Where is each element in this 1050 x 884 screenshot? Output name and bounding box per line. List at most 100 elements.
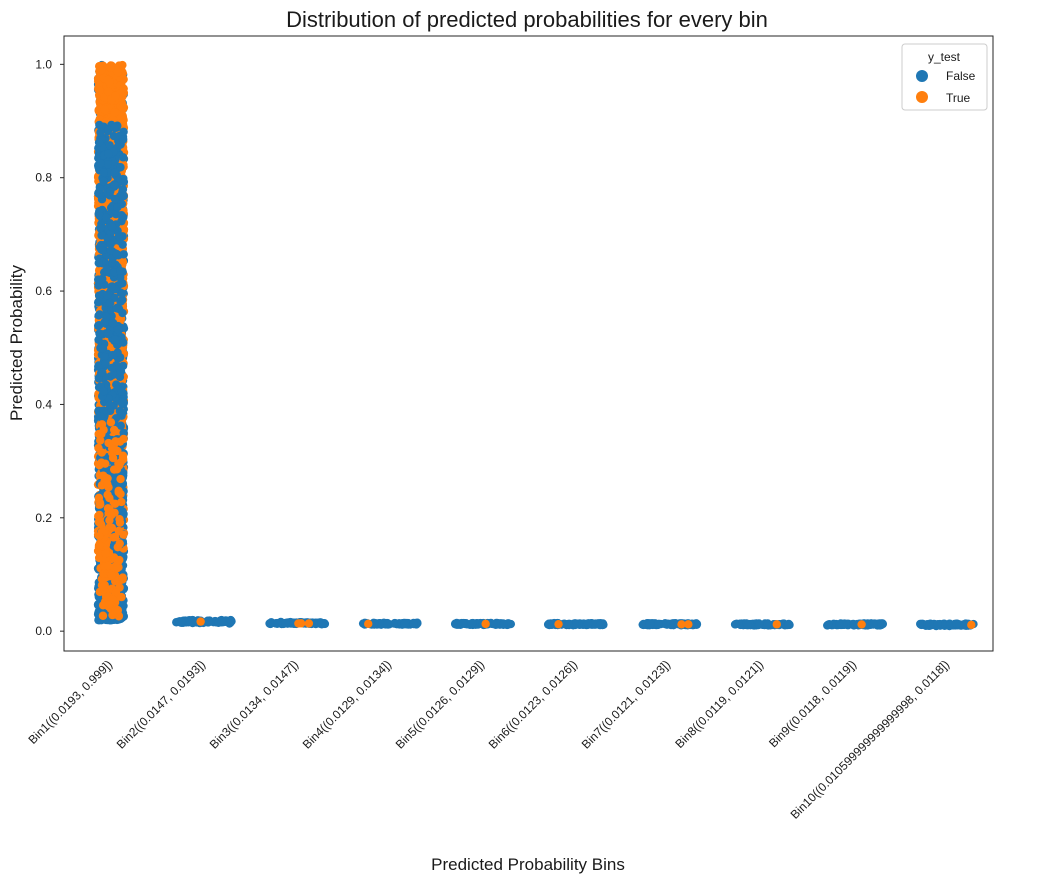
point-true [113,68,123,77]
bin-9-points [823,619,888,630]
point-false [102,291,112,300]
point-false [112,304,122,313]
bin-7-points [638,619,702,630]
point-true [481,619,490,629]
point-true [554,619,563,629]
point-false [391,619,400,628]
point-false [96,159,105,168]
point-true [103,479,112,489]
point-false [96,223,105,233]
point-true [96,436,105,445]
point-false [453,620,462,629]
y-tick-label: 0.0 [35,624,52,638]
legend-marker-true [916,91,928,103]
point-true [105,77,114,87]
point-false [317,618,326,628]
point-true [857,620,866,629]
point-false [110,168,119,177]
x-tick-label: Bin9((0.0118, 0.0119]) [766,657,859,750]
x-tick-label: Bin4((0.0129, 0.0134]) [300,657,394,751]
point-true [116,474,125,484]
point-true [110,108,119,117]
point-true [677,620,686,629]
point-false [763,620,772,630]
point-false [118,185,128,194]
point-false [400,620,409,629]
point-false [102,265,111,274]
point-true [106,63,115,72]
point-true [118,103,127,112]
point-false [273,619,282,628]
x-tick-label: Bin7((0.0121, 0.0123]) [579,657,673,751]
legend-marker-false [916,70,928,82]
point-true [114,486,123,496]
point-false [281,618,290,628]
point-false [547,620,557,629]
legend-label-true: True [946,91,971,105]
y-tick-label: 0.6 [35,284,52,298]
point-true [110,532,120,542]
plot-area [63,35,994,652]
bin-2-points [172,615,236,628]
point-true [114,526,123,536]
point-true [107,523,117,532]
point-true [95,86,105,95]
point-true [196,617,205,626]
point-false [99,177,108,186]
point-true [100,105,109,114]
point-true [117,592,126,602]
point-true [118,573,127,582]
point-true [115,518,125,527]
point-false [113,203,122,212]
point-false [203,617,213,626]
point-false [409,619,418,629]
point-true [772,620,781,629]
point-false [784,620,793,629]
point-true [364,619,373,629]
point-false [110,335,120,345]
point-true [109,553,119,562]
point-false [104,149,113,159]
point-false [118,135,128,144]
point-false [107,363,117,373]
point-true [115,539,124,548]
point-false [109,370,118,379]
point-false [96,128,105,137]
point-false [467,618,477,628]
point-false [98,344,108,353]
bin-10-points [916,619,978,631]
point-false [110,181,119,190]
y-axis-label: Predicted Probability [7,265,26,421]
x-tick-label: Bin10((0.010599999999999998, 0.0118]) [788,657,953,822]
point-true [99,582,108,591]
point-true [103,561,113,571]
point-false [95,329,104,338]
point-true [105,600,115,609]
x-tick-label: Bin3((0.0134, 0.0147]) [207,657,301,751]
point-true [106,418,116,427]
point-true [967,620,976,630]
point-true [111,91,120,101]
point-false [105,141,114,150]
point-false [108,318,118,328]
point-false [118,408,127,418]
point-false [103,126,113,136]
point-false [94,258,103,268]
x-tick-label: Bin6((0.0123, 0.0126]) [486,657,580,751]
point-false [116,297,125,306]
point-false [96,412,105,421]
point-false [103,160,112,169]
x-tick-label: Bin8((0.0119, 0.0121]) [672,657,766,751]
bin-5-points [450,618,516,630]
point-false [849,620,859,629]
point-false [101,359,110,368]
point-false [100,352,109,362]
point-false [95,184,105,194]
point-true [107,444,117,453]
point-true [684,620,693,629]
point-true [109,425,119,435]
x-axis: Bin1((0.0193, 0.999])Bin2((0.0147, 0.019… [25,657,952,822]
legend-label-false: False [946,69,976,83]
legend: y_test False True [901,43,988,111]
point-false [106,282,116,292]
